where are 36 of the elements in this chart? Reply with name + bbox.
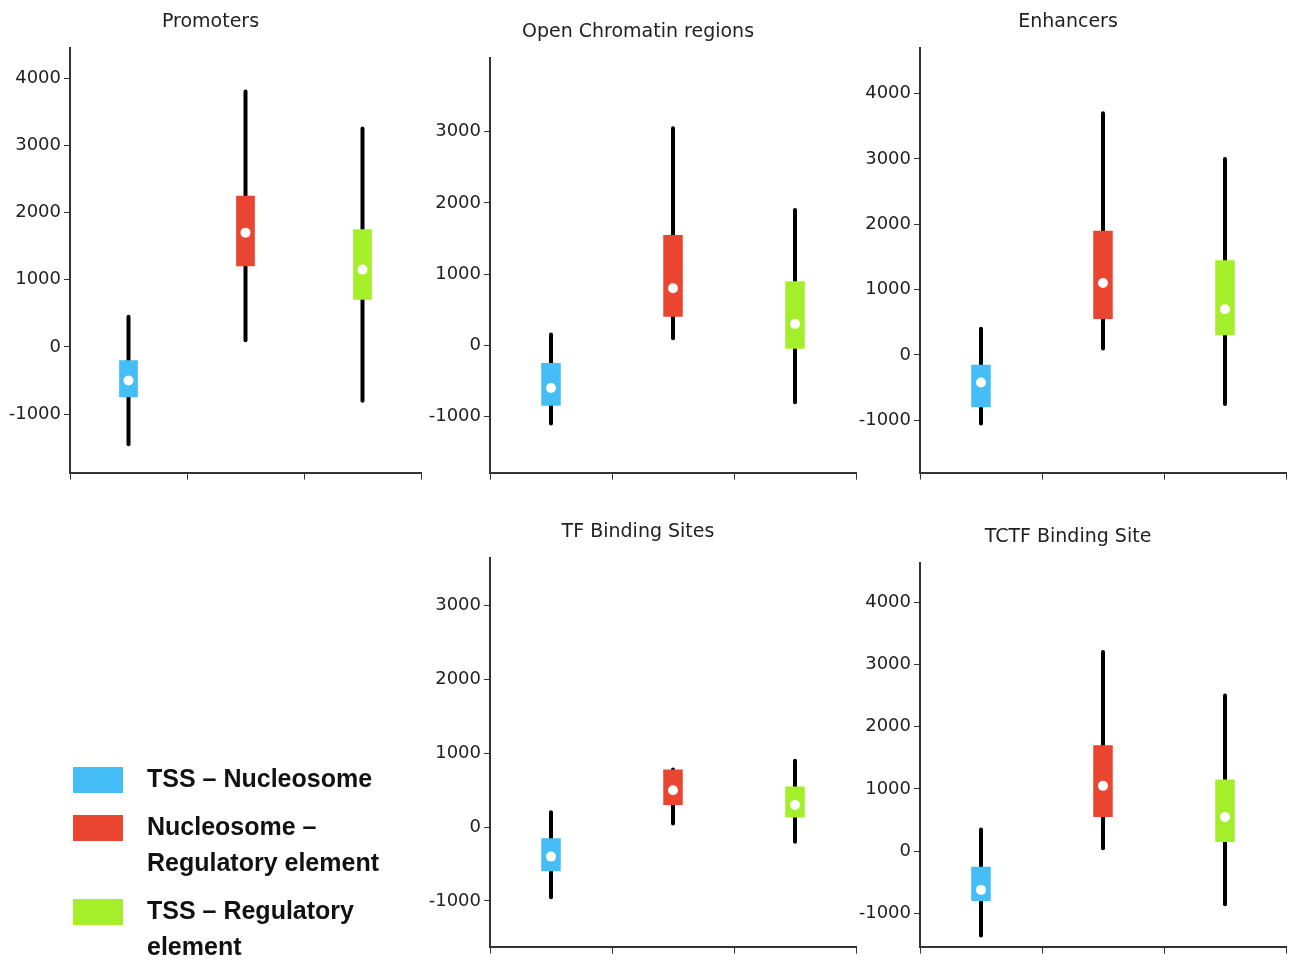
y-tick-label: 0 bbox=[49, 334, 61, 356]
y-tick-label: 0 bbox=[469, 814, 481, 836]
y-tick-label: 1000 bbox=[865, 776, 911, 798]
chart-title: Promoters bbox=[161, 9, 260, 32]
y-tick-label: 4000 bbox=[865, 589, 911, 611]
chart-title: Open Chromatin regions bbox=[521, 19, 755, 42]
y-tick-label: 2000 bbox=[865, 714, 911, 736]
y-tick-label: 3000 bbox=[15, 132, 61, 154]
y-tick-label: 4000 bbox=[15, 65, 61, 87]
y-tick-label: 0 bbox=[469, 332, 481, 354]
y-tick-label: 0 bbox=[899, 342, 911, 364]
y-tick-label: -1000 bbox=[858, 901, 911, 923]
y-tick-label: 3000 bbox=[435, 119, 481, 141]
y-tick-label: 1000 bbox=[435, 261, 481, 283]
chart-title: TF Binding Sites bbox=[560, 519, 715, 542]
chart-title: Enhancers bbox=[1018, 9, 1118, 32]
y-tick-label: 2000 bbox=[865, 211, 911, 233]
y-tick-label: 3000 bbox=[435, 593, 481, 615]
y-tick-label: -1000 bbox=[858, 407, 911, 429]
y-tick-label: 1000 bbox=[435, 740, 481, 762]
chart-title: TCTF Binding Site bbox=[983, 524, 1152, 547]
y-tick-label: 1000 bbox=[865, 277, 911, 299]
y-tick-label: 2000 bbox=[15, 200, 61, 222]
y-tick-label: 2000 bbox=[435, 190, 481, 212]
y-tick-label: 0 bbox=[899, 838, 911, 860]
y-tick-label: -1000 bbox=[8, 401, 61, 423]
y-tick-label: 2000 bbox=[435, 667, 481, 689]
y-tick-label: 4000 bbox=[865, 81, 911, 103]
legend-label: Nucleosome – Regulatory element bbox=[147, 811, 380, 876]
y-tick-label: -1000 bbox=[428, 404, 481, 426]
y-tick-label: 3000 bbox=[865, 146, 911, 168]
y-tick-label: -1000 bbox=[428, 888, 481, 910]
legend-label: TSS – Regulatory element bbox=[147, 895, 355, 960]
y-tick-label: 3000 bbox=[865, 652, 911, 674]
y-tick-label: 1000 bbox=[15, 267, 61, 289]
legend-label: TSS – Nucleosome bbox=[147, 763, 373, 792]
